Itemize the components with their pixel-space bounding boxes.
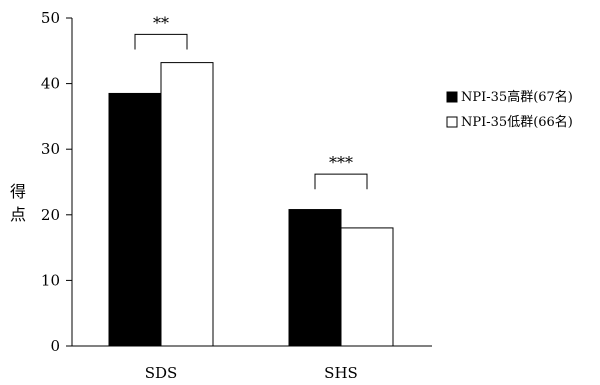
bar-sds-series-1	[108, 92, 162, 347]
legend-label: NPI-35低群(66名)	[461, 114, 573, 130]
legend-label: NPI-35高群(67名)	[461, 89, 573, 105]
y-tick-label: 30	[41, 140, 60, 158]
bar-shs-series-1	[288, 209, 342, 347]
category-labels: SDS SHS	[145, 364, 358, 382]
bar-sds-series-2	[160, 62, 214, 347]
legend-swatch	[446, 116, 458, 128]
significance-label: ***	[329, 153, 353, 172]
bars	[108, 62, 394, 347]
bar-shs-series-2	[340, 227, 394, 347]
significance-bracket	[314, 173, 368, 190]
significance-bracket	[134, 33, 188, 50]
x-category-label: SDS	[145, 364, 178, 382]
legend: NPI-35高群(67名) NPI-35低群(66名)	[446, 89, 573, 130]
y-tick-label: 40	[41, 75, 60, 93]
y-tick-label: 10	[41, 271, 60, 289]
x-category-label: SHS	[324, 364, 358, 382]
y-ticks: 0 10 20 30 40 50	[41, 9, 72, 355]
y-tick-label: 20	[41, 206, 60, 224]
significance-brackets: *****	[134, 13, 368, 190]
y-tick-label: 50	[41, 9, 60, 27]
y-axis-label: 得 点	[10, 182, 26, 224]
y-axis-label-char: 得	[10, 182, 26, 201]
y-tick-label: 0	[50, 337, 60, 355]
significance-label: **	[153, 13, 169, 32]
y-axis-label-char: 点	[10, 205, 26, 224]
legend-swatch	[446, 91, 458, 103]
